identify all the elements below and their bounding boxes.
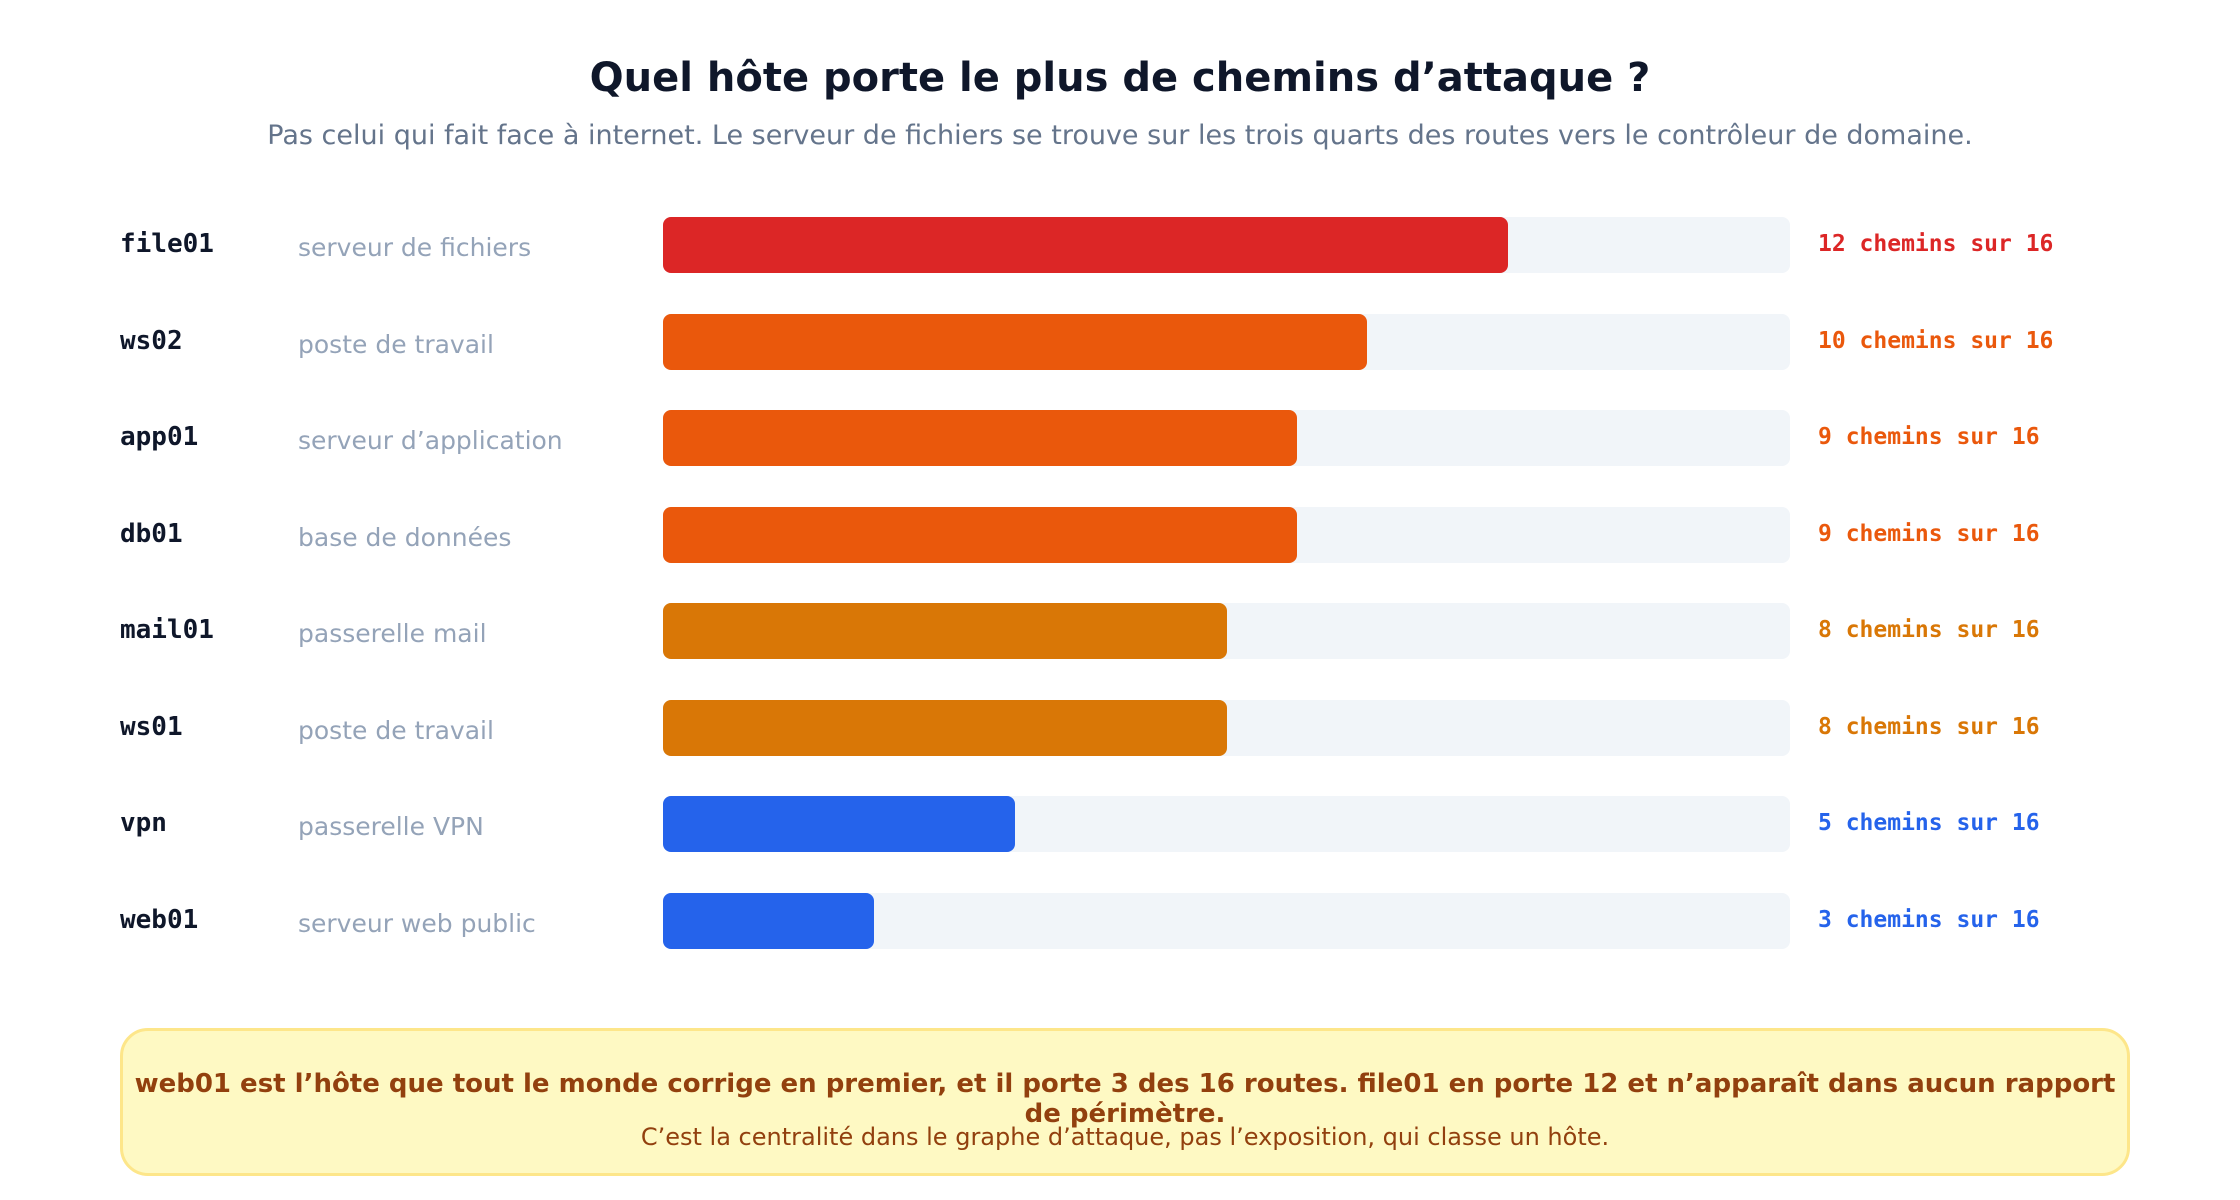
host-label: mail01	[120, 615, 214, 645]
bar-value-label: 8 chemins sur 16	[1818, 617, 2040, 643]
bar	[663, 506, 1297, 563]
bar-track	[663, 603, 1790, 659]
bar-track	[663, 506, 1790, 563]
bar	[663, 892, 875, 949]
host-role-label: passerelle VPN	[298, 812, 484, 841]
bar-value-label: 12 chemins sur 16	[1818, 231, 2054, 257]
bar	[663, 796, 1016, 852]
host-role-label: base de données	[298, 522, 512, 552]
bar-value-label: 9 chemins sur 16	[1818, 424, 2040, 450]
bar	[663, 217, 1509, 273]
bar-value-label: 3 chemins sur 16	[1818, 906, 2040, 933]
host-label: db01	[120, 518, 183, 549]
bar-track	[663, 796, 1790, 852]
bar-value-label: 9 chemins sur 16	[1818, 520, 2040, 547]
host-label: web01	[120, 904, 199, 935]
bar	[663, 410, 1297, 466]
host-label: ws02	[120, 325, 183, 356]
bar-value-label: 8 chemins sur 16	[1818, 713, 2040, 740]
bar-track	[663, 217, 1790, 273]
bar-value-label: 10 chemins sur 16	[1818, 327, 2054, 354]
callout-note: C’est la centralité dans le graphe d’att…	[640, 1123, 1610, 1151]
callout-headline: web01 est l’hôte que tout le monde corri…	[134, 1069, 2116, 1129]
insight-callout: web01 est l’hôte que tout le monde corri…	[120, 1028, 2130, 1176]
bar-track	[663, 410, 1790, 466]
host-label: app01	[120, 422, 199, 452]
host-role-label: serveur de fichiers	[298, 233, 532, 262]
bar	[663, 603, 1227, 659]
chart-title: Quel hôte porte le plus de chemins d’att…	[589, 55, 1651, 101]
host-role-label: passerelle mail	[298, 619, 487, 648]
host-role-label: serveur web public	[298, 908, 536, 938]
bar	[663, 313, 1368, 370]
bar-track	[663, 892, 1790, 949]
host-role-label: poste de travail	[298, 715, 494, 745]
bar-value-label: 5 chemins sur 16	[1818, 810, 2040, 836]
host-role-label: poste de travail	[298, 329, 494, 359]
host-label: vpn	[120, 808, 167, 838]
host-role-label: serveur d’application	[298, 426, 563, 455]
bar-track	[663, 313, 1790, 370]
host-label: file01	[120, 229, 214, 259]
host-label: ws01	[120, 711, 183, 742]
bar-chart: file01 serveur de fichiers 12 chemins sur …	[120, 217, 2054, 949]
chart-subtitle: Pas celui qui fait face à internet. Le s…	[267, 120, 1973, 151]
bar-track	[663, 699, 1790, 756]
bar	[663, 699, 1227, 756]
